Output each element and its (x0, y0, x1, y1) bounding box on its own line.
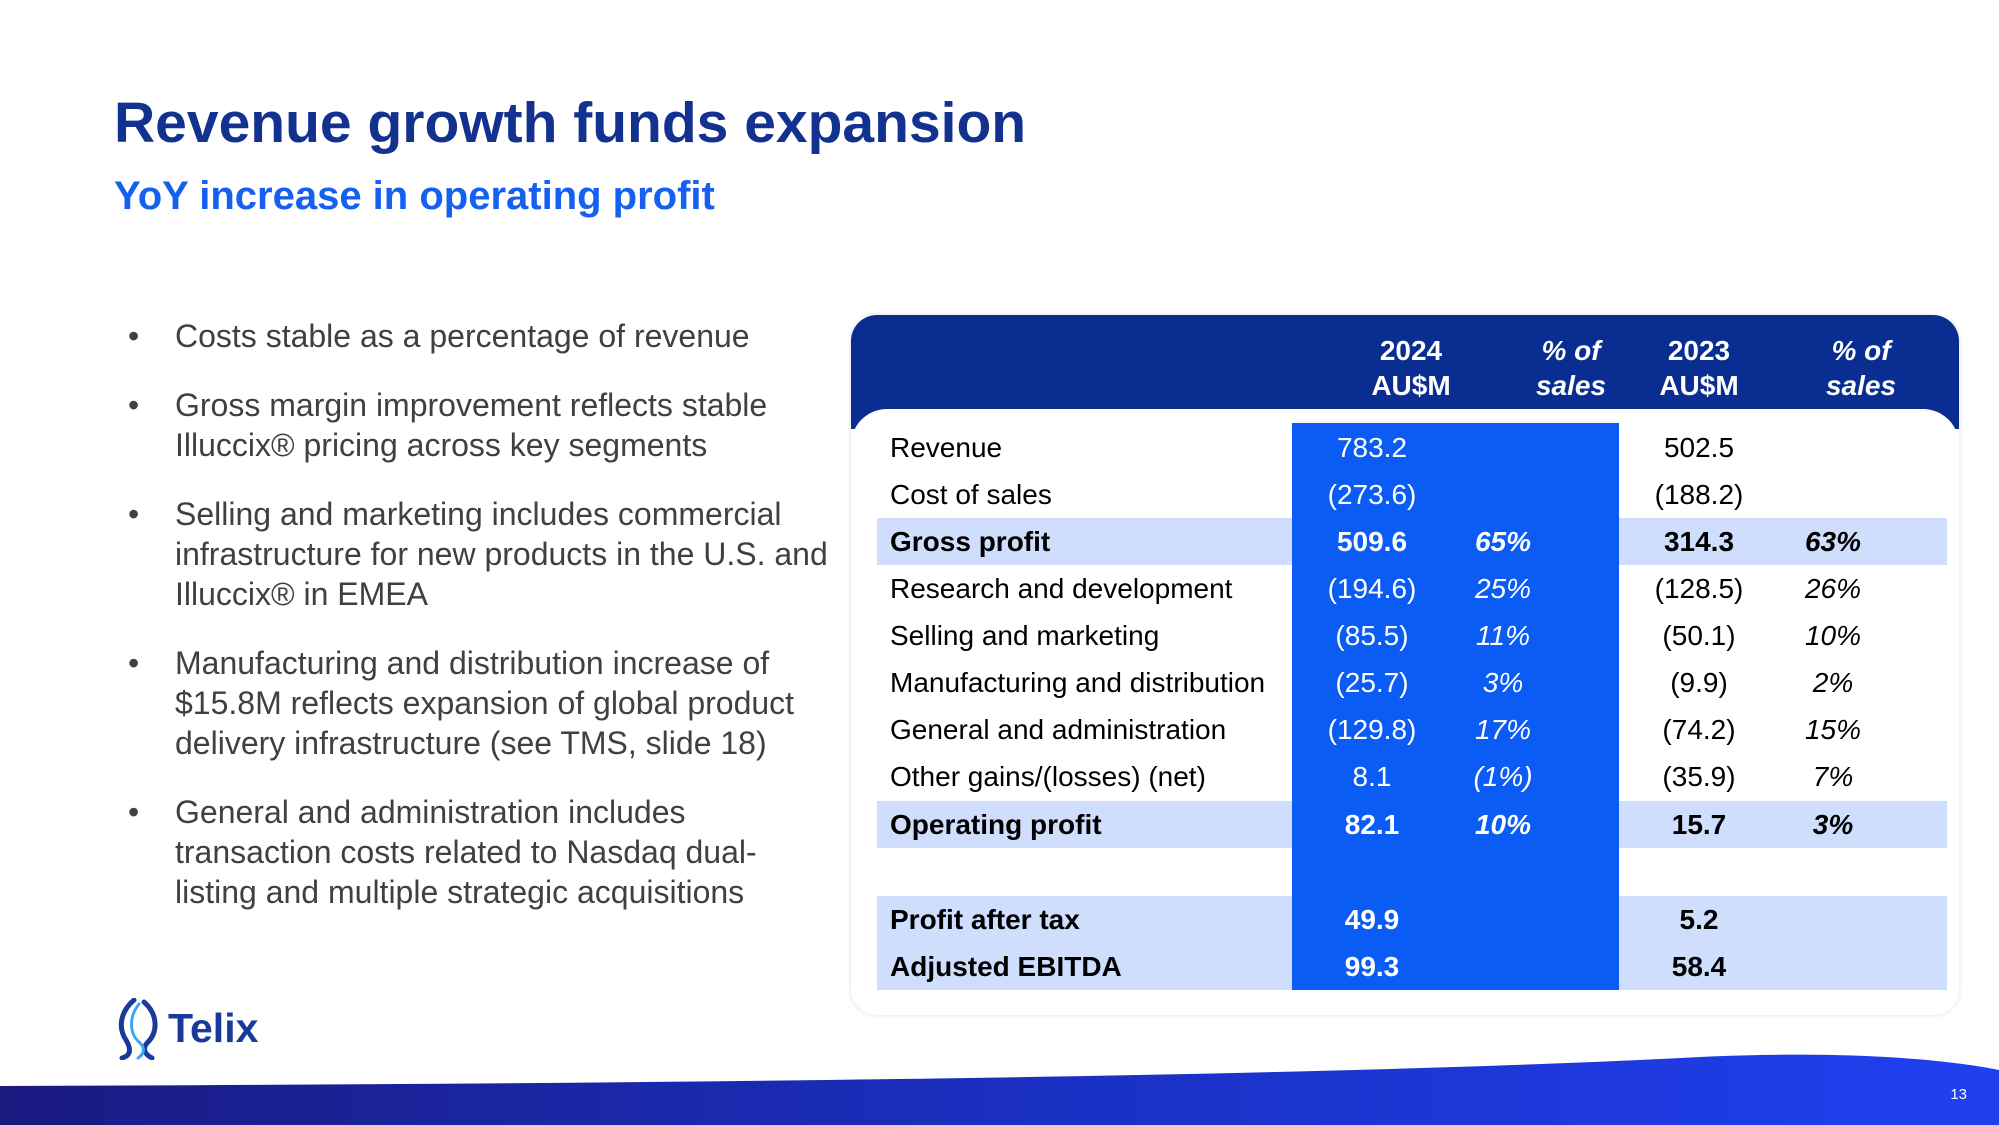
highlight-band (1619, 896, 1947, 990)
table-row: Profit after tax 49.9 5.2 (890, 904, 1719, 935)
table-row: Selling and marketing (85.5) 11% (50.1) 10% (890, 620, 1862, 651)
table-row: Research and development (194.6) 25% (128.5… (890, 573, 1862, 604)
bullet-item: General and administration includes tran… (114, 792, 834, 912)
highlight-band (1619, 801, 1947, 848)
header-pct-2023: % of sales (1825, 335, 1897, 401)
table-row: General and administration (129.8) 17% (74.… (890, 714, 1862, 745)
table-row: Cost of sales (273.6) (188.2) (890, 479, 1744, 510)
highlight-band (877, 518, 1292, 565)
bullet-item: Selling and marketing includes commercia… (114, 494, 834, 614)
column-2024-highlight (1292, 423, 1619, 990)
bullet-item: Gross margin improvement reflects stable… (114, 385, 834, 465)
header-2024: 2024 AU$M (1371, 335, 1451, 401)
table-row: Manufacturing and distribution (25.7) 3% (9… (890, 667, 1854, 698)
table-row: Operating profit 82.1 10% 15.7 3% (890, 809, 1854, 840)
bullet-list: Costs stable as a percentage of revenue … (114, 316, 834, 941)
bullet-item: Manufacturing and distribution increase … (114, 643, 834, 763)
table-row: Other gains/(losses) (net) 8.1 (1%) (35.9) 7… (890, 761, 1854, 792)
table-row: Adjusted EBITDA 99.3 58.4 (890, 951, 1727, 982)
highlight-band (877, 896, 1292, 990)
footer-wave (0, 1054, 1999, 1125)
table-row: Revenue 783.2 502.5 (890, 432, 1735, 463)
page-number: 13 (1950, 1086, 1967, 1103)
highlight-band (877, 801, 1292, 848)
highlight-band (1619, 518, 1947, 565)
bullet-item: Costs stable as a percentage of revenue (114, 316, 834, 356)
header-2023: 2023 AU$M (1659, 335, 1739, 401)
header-pct-2024: % of sales (1535, 335, 1607, 401)
page-subtitle: YoY increase in operating profit (114, 174, 715, 218)
telix-logo-text: Telix (168, 1005, 259, 1051)
page-title: Revenue growth funds expansion (114, 91, 1027, 155)
telix-helix-icon (118, 998, 158, 1060)
table-row: Gross profit 509.6 65% 314.3 63% (890, 526, 1862, 557)
